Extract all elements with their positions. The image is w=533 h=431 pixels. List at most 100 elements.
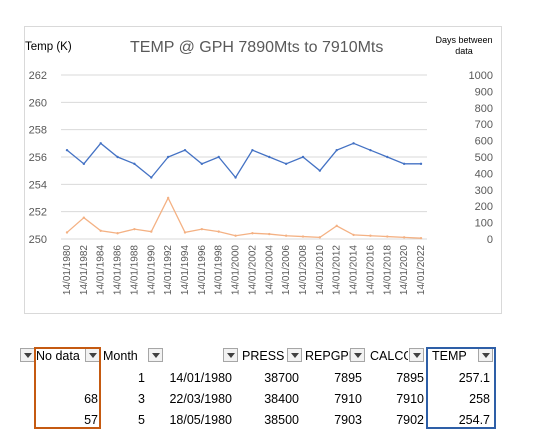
table-cell[interactable]: 257.1 xyxy=(458,371,490,385)
filter-dropdown-icon[interactable] xyxy=(20,348,35,362)
filter-dropdown-icon[interactable] xyxy=(287,348,302,362)
temp-data-point xyxy=(284,162,288,166)
filter-dropdown-icon[interactable] xyxy=(350,348,365,362)
x-tick-label: 14/01/1994 xyxy=(180,245,191,295)
x-tick-label: 14/01/1986 xyxy=(113,245,124,295)
right-tick-label: 0 xyxy=(487,234,493,246)
temp-data-point xyxy=(251,148,254,152)
no-data-column-highlight xyxy=(34,347,101,429)
table-cell[interactable]: 38500 xyxy=(264,413,299,427)
filter-dropdown-icon[interactable] xyxy=(148,348,163,362)
table-cell[interactable]: 22/03/1980 xyxy=(169,392,232,406)
chart-area[interactable]: Temp (K) TEMP @ GPH 7890Mts to 7910Mts D… xyxy=(24,26,502,314)
table-cell[interactable]: 7903 xyxy=(334,413,362,427)
days-series-line xyxy=(66,196,422,239)
left-tick-label: 252 xyxy=(29,207,47,219)
table-cell[interactable]: 38700 xyxy=(264,371,299,385)
right-tick-label: 300 xyxy=(475,185,493,197)
x-tick-label: 14/01/2016 xyxy=(365,245,376,295)
temp-data-point xyxy=(268,155,271,159)
x-tick-label: 14/01/1988 xyxy=(129,245,140,295)
filter-dropdown-icon[interactable] xyxy=(409,348,424,362)
table-cell[interactable]: 7910 xyxy=(334,392,362,406)
col-temp-header: TEMP xyxy=(432,349,467,363)
days-data-point xyxy=(116,232,119,235)
days-data-point xyxy=(234,234,237,237)
x-tick-label: 14/01/1984 xyxy=(96,245,107,295)
days-data-point xyxy=(133,227,136,231)
left-tick-label: 254 xyxy=(29,179,47,191)
left-axis-label: Temp (K) xyxy=(25,41,72,53)
temp-data-point xyxy=(335,148,338,152)
table-cell[interactable]: 7895 xyxy=(334,371,362,385)
left-tick-label: 262 xyxy=(29,70,47,82)
right-tick-label: 1000 xyxy=(469,70,493,82)
table-cell[interactable]: 57 xyxy=(84,413,98,427)
x-tick-label: 14/01/2018 xyxy=(382,245,393,295)
x-tick-label: 14/01/1980 xyxy=(62,245,73,295)
temp-data-point xyxy=(352,142,355,145)
right-tick-label: 400 xyxy=(475,168,493,180)
temp-data-point xyxy=(116,155,119,159)
right-tick-label: 200 xyxy=(475,201,493,213)
table-cell[interactable]: 7895 xyxy=(396,371,424,385)
temp-data-point xyxy=(183,148,187,152)
left-tick-label: 258 xyxy=(29,125,47,137)
right-tick-label: 100 xyxy=(475,218,493,230)
temp-data-point xyxy=(386,155,389,159)
days-data-point xyxy=(200,227,204,231)
days-data-point xyxy=(386,235,389,238)
temp-data-point xyxy=(369,148,372,152)
days-data-point xyxy=(251,232,254,235)
days-data-point xyxy=(284,234,288,237)
days-data-point xyxy=(217,230,220,233)
days-data-point xyxy=(268,232,271,236)
col-repgph-header: REPGPH xyxy=(305,349,353,363)
col-no-data-header: No data xyxy=(36,349,80,363)
days-data-point xyxy=(166,196,170,200)
x-tick-label: 14/01/2004 xyxy=(264,245,275,295)
left-tick-label: 250 xyxy=(29,234,47,246)
x-tick-label: 14/01/2006 xyxy=(281,245,292,295)
x-tick-label: 14/01/1996 xyxy=(197,245,208,295)
right-tick-label: 800 xyxy=(475,103,493,115)
table-cell[interactable]: 14/01/1980 xyxy=(169,371,232,385)
table-cell[interactable]: 5 xyxy=(138,413,145,427)
temp-data-point xyxy=(133,162,136,166)
table-cell[interactable]: 254.7 xyxy=(458,413,490,427)
temp-data-point xyxy=(99,142,102,145)
days-data-point xyxy=(402,236,406,239)
right-tick-label: 700 xyxy=(475,119,493,131)
x-tick-label: 14/01/2012 xyxy=(332,245,343,295)
filter-dropdown-icon[interactable] xyxy=(223,348,238,362)
table-cell[interactable]: 258 xyxy=(469,392,490,406)
spreadsheet-table: No data Month PRESS REPGPH CALCGPH TEMP 1 14/0… xyxy=(0,340,533,429)
x-tick-label: 14/01/2010 xyxy=(315,245,326,295)
x-tick-label: 14/01/2020 xyxy=(399,245,410,295)
days-data-point xyxy=(318,236,322,239)
x-tick-label: 14/01/2022 xyxy=(416,245,427,295)
table-cell[interactable]: 7910 xyxy=(396,392,424,406)
temp-data-point xyxy=(200,162,204,166)
x-tick-label: 14/01/2014 xyxy=(349,245,360,295)
temp-data-point xyxy=(82,162,86,166)
temp-data-point xyxy=(402,162,406,166)
x-tick-label: 14/01/1998 xyxy=(214,245,225,295)
days-data-point xyxy=(150,230,153,233)
days-data-point xyxy=(335,224,338,228)
table-cell[interactable]: 3 xyxy=(138,392,145,406)
temp-data-point xyxy=(65,148,69,152)
table-cell[interactable]: 38400 xyxy=(264,392,299,406)
table-cell[interactable]: 68 xyxy=(84,392,98,406)
x-tick-label: 14/01/2000 xyxy=(231,245,242,295)
table-cell[interactable]: 18/05/1980 xyxy=(169,413,232,427)
temp-data-point xyxy=(301,155,305,159)
table-cell[interactable]: 1 xyxy=(138,371,145,385)
col-calcgph-header: CALCGPH xyxy=(370,349,408,363)
temp-series-line xyxy=(66,142,421,179)
days-data-point xyxy=(301,235,305,238)
days-data-point xyxy=(369,234,372,237)
table-cell[interactable]: 7902 xyxy=(396,413,424,427)
x-tick-label: 14/01/2002 xyxy=(247,245,258,295)
right-tick-label: 500 xyxy=(475,152,493,164)
